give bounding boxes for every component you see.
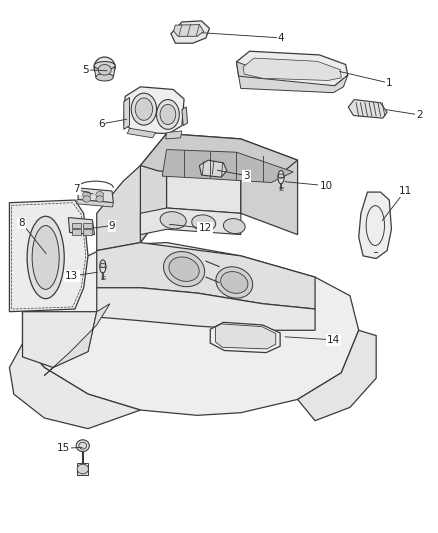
Ellipse shape [96,74,113,81]
Polygon shape [297,330,376,421]
Polygon shape [72,223,81,228]
Ellipse shape [216,267,253,298]
Ellipse shape [76,440,89,451]
Ellipse shape [221,272,248,293]
Polygon shape [97,288,315,330]
Polygon shape [166,131,182,139]
Ellipse shape [83,191,91,198]
Polygon shape [94,67,115,77]
Polygon shape [97,243,315,309]
Ellipse shape [27,216,64,298]
Ellipse shape [278,171,284,184]
Polygon shape [182,107,187,126]
Text: 10: 10 [319,181,332,191]
Polygon shape [348,100,387,118]
Ellipse shape [160,104,176,125]
Ellipse shape [94,57,115,77]
Text: 8: 8 [18,218,25,228]
Ellipse shape [96,196,104,202]
Polygon shape [124,87,184,134]
Text: 7: 7 [73,184,80,195]
Text: 4: 4 [278,33,284,43]
Polygon shape [359,192,392,259]
Text: 3: 3 [243,171,250,181]
Ellipse shape [83,196,91,202]
Text: 9: 9 [109,221,115,231]
Ellipse shape [160,212,186,229]
Ellipse shape [278,174,284,178]
Ellipse shape [131,93,156,125]
Ellipse shape [100,260,106,273]
Text: 5: 5 [82,65,89,75]
Ellipse shape [79,442,87,449]
Polygon shape [77,188,113,203]
Ellipse shape [96,191,104,198]
Polygon shape [239,75,348,93]
Polygon shape [241,139,297,235]
Ellipse shape [77,464,88,474]
Text: 1: 1 [386,78,392,88]
Ellipse shape [135,98,152,120]
Polygon shape [237,62,258,83]
Polygon shape [127,128,155,138]
Ellipse shape [192,215,215,231]
Text: 13: 13 [65,271,78,281]
Polygon shape [22,312,97,368]
Polygon shape [173,25,204,36]
Polygon shape [77,463,88,475]
Polygon shape [141,134,297,181]
Text: 2: 2 [417,110,423,120]
Ellipse shape [32,225,59,289]
Ellipse shape [163,252,205,287]
Polygon shape [22,243,359,415]
Text: 14: 14 [327,335,340,345]
Ellipse shape [223,219,245,233]
Ellipse shape [156,100,179,130]
Polygon shape [77,199,113,207]
Polygon shape [141,208,241,235]
Polygon shape [97,165,166,251]
Polygon shape [83,223,92,228]
Polygon shape [237,51,348,86]
Polygon shape [10,344,141,429]
Ellipse shape [98,64,111,75]
Polygon shape [68,217,95,235]
Text: 11: 11 [399,186,412,196]
Polygon shape [171,21,209,43]
Polygon shape [243,58,341,80]
Polygon shape [210,322,280,353]
Polygon shape [10,200,88,312]
Polygon shape [199,160,227,177]
Ellipse shape [94,62,115,69]
Polygon shape [83,229,92,235]
Text: 12: 12 [198,223,212,233]
Text: 15: 15 [57,443,70,453]
Ellipse shape [169,257,199,281]
Polygon shape [72,229,81,235]
Polygon shape [44,304,110,375]
Polygon shape [141,134,166,243]
Ellipse shape [100,263,106,268]
Polygon shape [166,134,241,213]
Polygon shape [162,150,293,182]
Text: 6: 6 [98,119,104,129]
Polygon shape [124,98,130,130]
Polygon shape [215,324,276,349]
